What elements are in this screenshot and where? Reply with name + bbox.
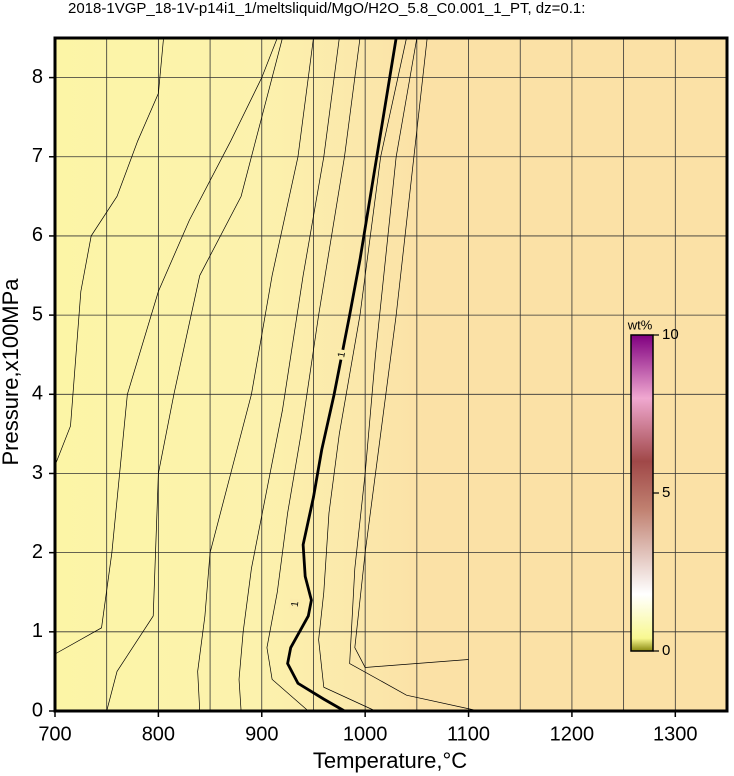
- colorbar: wt% 0 5 10: [627, 317, 679, 659]
- contour-label-bg: [335, 348, 349, 361]
- contour-label: 1: [290, 600, 302, 607]
- contours: 11: [54, 37, 479, 713]
- y-tick-label: 7: [32, 145, 43, 167]
- x-tick-label: 1300: [653, 723, 698, 745]
- y-tick-label: 1: [32, 620, 43, 642]
- contour-line: [106, 37, 283, 712]
- x-tick-label: 700: [38, 723, 71, 745]
- y-axis-label: Pressure,x100MPa: [0, 278, 23, 466]
- colorbar-tick-label: 10: [662, 326, 679, 343]
- chart-title: 2018-1VGP_18-1V-p14i1_1/meltsliquid/MgO/…: [68, 0, 585, 17]
- contour-line: [54, 37, 164, 466]
- contour-label-bg: [288, 598, 302, 610]
- x-tick-label: 900: [245, 723, 278, 745]
- colorbar-ramp: [630, 334, 654, 652]
- y-tick-label: 0: [32, 699, 43, 721]
- y-tick-label: 4: [32, 383, 43, 405]
- contour-line: [238, 37, 340, 712]
- colorbar-tick-label: 5: [662, 484, 670, 501]
- contour-label: 1: [336, 351, 348, 359]
- x-axis-label: Temperature,°C: [313, 748, 467, 773]
- colorbar-tick-label: 0: [662, 642, 670, 659]
- contour-line: [318, 37, 407, 712]
- y-tick-label: 3: [32, 462, 43, 484]
- plot-background: [55, 38, 727, 711]
- x-tick-label: 1200: [550, 723, 595, 745]
- y-tick-label: 5: [32, 303, 43, 325]
- x-tick-label: 1000: [343, 723, 388, 745]
- contour-line: [54, 37, 278, 655]
- y-tick-label: 6: [32, 224, 43, 246]
- contour-line: [266, 37, 361, 712]
- contour-line: [349, 37, 479, 712]
- contour-line-bold: [286, 37, 398, 713]
- colorbar-label: wt%: [627, 317, 653, 332]
- y-tick-label: 8: [32, 66, 43, 88]
- x-tick-label: 800: [142, 723, 175, 745]
- contour-line: [354, 37, 469, 668]
- plot-frame: [53, 36, 729, 713]
- x-tick-label: 1100: [447, 723, 490, 745]
- contour-line: [197, 37, 314, 712]
- y-tick-label: 2: [32, 541, 43, 563]
